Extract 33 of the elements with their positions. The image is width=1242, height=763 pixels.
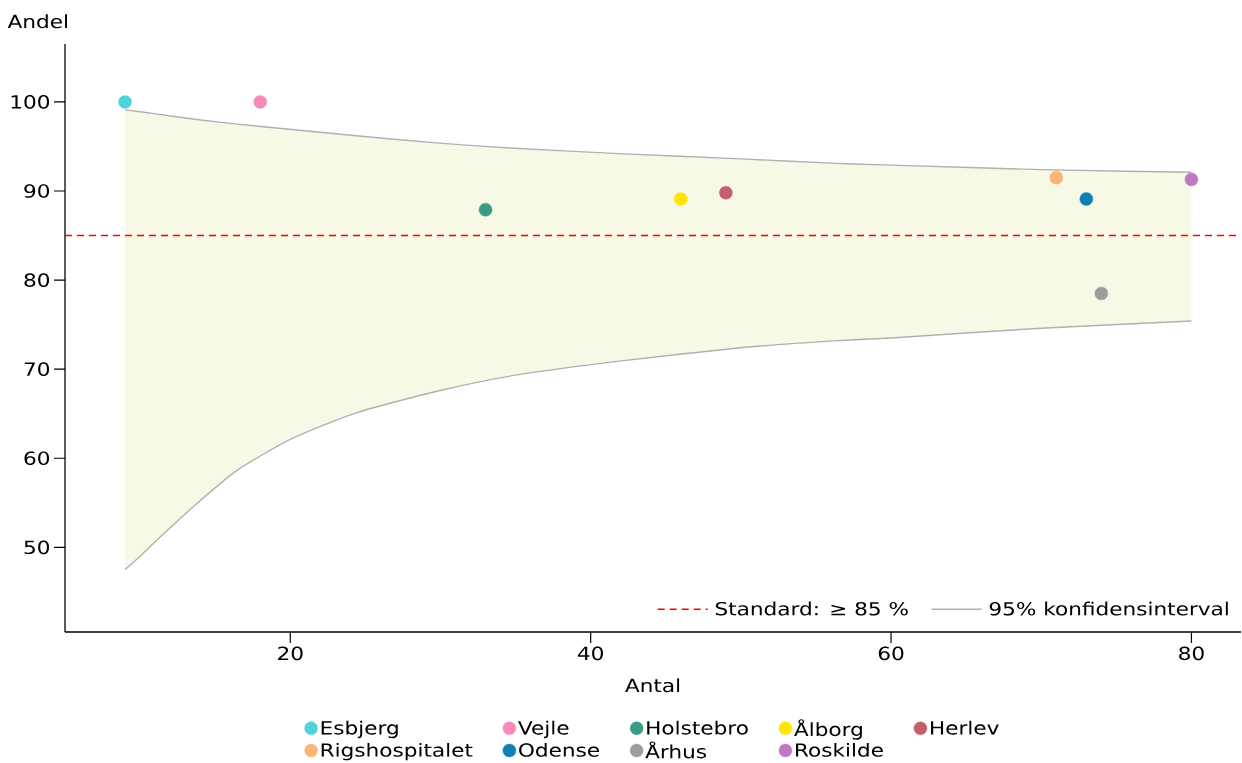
y-axis-title: Andel: [7, 14, 67, 29]
legend-label: Ålborg: [794, 719, 862, 740]
y-tick-label: 50: [24, 540, 50, 555]
x-tick-label: 20: [278, 646, 303, 661]
point: [1049, 171, 1063, 185]
x-tick-label: 40: [577, 646, 603, 661]
point: [118, 95, 132, 109]
x-tick-label: 60: [878, 646, 904, 661]
point: [674, 192, 688, 206]
legend-label: Herlev: [931, 720, 999, 735]
legend-label: Vejle: [518, 720, 569, 739]
legend-label: Esbjerg: [321, 720, 398, 739]
y-tick-label: 100: [11, 95, 50, 109]
point: [253, 95, 267, 109]
y-tick-label: 90: [24, 184, 50, 198]
y-tick-label: 70: [24, 362, 50, 377]
y-tick-label: 60: [24, 451, 50, 466]
point: [1184, 172, 1199, 187]
legend-label: 95% konfidensinterval: [989, 601, 1228, 616]
legend-label: Standard: ≥ 85 %: [715, 601, 908, 616]
point: [1094, 286, 1109, 301]
point: [719, 186, 733, 200]
point: [1079, 192, 1094, 206]
legend-label: Holstebro: [647, 720, 748, 735]
legend-label: Århus: [645, 741, 706, 759]
legend-label: Roskilde: [796, 743, 883, 758]
x-tick-label: 80: [1179, 646, 1204, 661]
point: [478, 203, 493, 217]
x-axis-title: Antal: [625, 678, 680, 693]
legend-label: Odense: [519, 743, 599, 758]
legend-label: Rigshospitalet: [321, 743, 473, 761]
line-series: [124, 320, 1193, 571]
y-tick-label: 80: [24, 273, 50, 288]
